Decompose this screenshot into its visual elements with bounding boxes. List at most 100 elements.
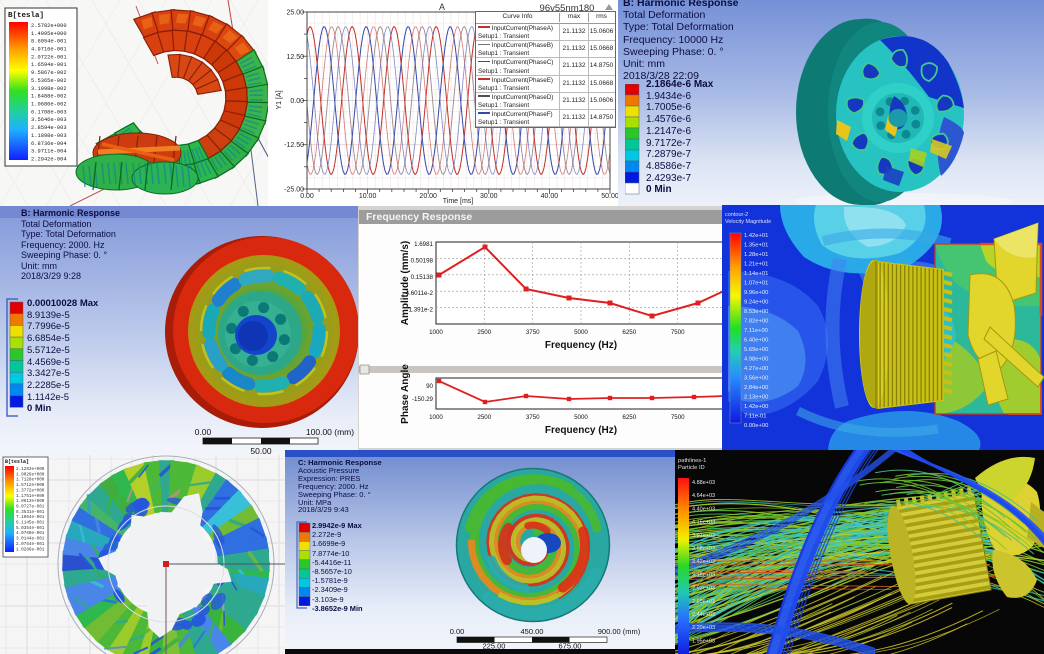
svg-text:3.56e+00: 3.56e+00 [744, 376, 768, 382]
svg-text:1.6981: 1.6981 [414, 241, 433, 248]
svg-text:-12.50: -12.50 [284, 142, 304, 149]
svg-text:3750: 3750 [526, 329, 540, 336]
svg-text:6250: 6250 [622, 329, 636, 336]
svg-text:B[tesla]: B[tesla] [5, 459, 29, 465]
svg-text:20.00: 20.00 [419, 193, 437, 200]
svg-text:2.69e+03: 2.69e+03 [692, 599, 715, 605]
svg-text:3.9711e-004: 3.9711e-004 [31, 149, 67, 155]
svg-text:Amplitude (mm/s): Amplitude (mm/s) [400, 241, 411, 325]
svg-text:2500: 2500 [477, 329, 491, 336]
svg-text:2.1283e+000: 2.1283e+000 [16, 467, 45, 472]
svg-text:4.15e+03: 4.15e+03 [692, 520, 715, 526]
svg-text:7.11e+00: 7.11e+00 [744, 328, 768, 334]
svg-text:1.7128e+000: 1.7128e+000 [16, 478, 45, 483]
svg-text:1.07e+01: 1.07e+01 [744, 281, 768, 287]
svg-text:6.40e+00: 6.40e+00 [744, 338, 768, 344]
svg-text:1.5712e+000: 1.5712e+000 [16, 483, 45, 488]
svg-text:1.28e+01: 1.28e+01 [744, 252, 768, 258]
svg-text:25.00: 25.00 [286, 10, 304, 17]
svg-text:Y1 [A]: Y1 [A] [276, 90, 283, 109]
svg-text:50.00: 50.00 [250, 446, 272, 455]
svg-text:0.00: 0.00 [195, 427, 212, 437]
svg-text:5000: 5000 [574, 329, 588, 336]
svg-text:1.0286e-001: 1.0286e-001 [16, 547, 45, 552]
svg-text:4.27e+00: 4.27e+00 [744, 366, 768, 372]
svg-text:5.69e+00: 5.69e+00 [744, 347, 768, 353]
svg-text:5.5365e-002: 5.5365e-002 [31, 78, 67, 84]
svg-text:5.0354e-001: 5.0354e-001 [16, 526, 45, 531]
svg-text:6.8736e-004: 6.8736e-004 [31, 141, 67, 147]
svg-text:Velocity Magnitude: Velocity Magnitude [725, 219, 771, 225]
svg-text:3.91e+03: 3.91e+03 [692, 533, 715, 539]
svg-text:2.5782e+000: 2.5782e+000 [31, 23, 67, 29]
svg-text:contour-2: contour-2 [725, 212, 748, 218]
svg-text:1.42e+00: 1.42e+00 [744, 404, 768, 410]
svg-text:96v55nm180: 96v55nm180 [540, 3, 595, 14]
svg-text:3.5646e-003: 3.5646e-003 [31, 117, 67, 123]
svg-text:8.53e+00: 8.53e+00 [744, 309, 768, 315]
svg-text:0.15138: 0.15138 [411, 274, 434, 281]
svg-text:1.3772e+000: 1.3772e+000 [16, 488, 45, 493]
svg-text:8.3531e-001: 8.3531e-001 [16, 510, 45, 515]
svg-text:7.11e-01: 7.11e-01 [744, 414, 766, 420]
svg-text:Phase Angle: Phase Angle [400, 364, 411, 424]
svg-text:1.95e+03: 1.95e+03 [692, 638, 715, 644]
svg-text:3.42e+03: 3.42e+03 [692, 559, 715, 565]
svg-text:2.0754e-001: 2.0754e-001 [16, 542, 45, 547]
svg-text:6250: 6250 [622, 414, 636, 421]
svg-text:-150.29: -150.29 [412, 396, 434, 403]
svg-text:4.40e+03: 4.40e+03 [692, 506, 715, 512]
svg-text:1.0680e-002: 1.0680e-002 [31, 102, 67, 108]
svg-text:3.66e+03: 3.66e+03 [692, 546, 715, 552]
svg-text:1.4095e+000: 1.4095e+000 [31, 31, 67, 37]
svg-text:1.0613e+000: 1.0613e+000 [16, 499, 45, 504]
svg-text:1.1751e+000: 1.1751e+000 [16, 494, 45, 499]
svg-text:1.9026e+000: 1.9026e+000 [16, 472, 45, 477]
svg-text:1.14e+01: 1.14e+01 [744, 271, 768, 277]
svg-text:1.35e+01: 1.35e+01 [744, 243, 768, 249]
svg-text:4.9716e-001: 4.9716e-001 [31, 47, 67, 53]
svg-text:B[tesla]: B[tesla] [8, 12, 44, 20]
svg-text:4.6011e-2: 4.6011e-2 [406, 290, 434, 297]
svg-text:2500: 2500 [477, 414, 491, 421]
svg-text:40.00: 40.00 [541, 193, 559, 200]
svg-text:5000: 5000 [574, 414, 588, 421]
svg-text:9.0727e-001: 9.0727e-001 [16, 504, 45, 509]
svg-text:2.44e+03: 2.44e+03 [692, 612, 715, 618]
svg-text:3.1998e-002: 3.1998e-002 [31, 86, 67, 92]
svg-text:1.6594e-001: 1.6594e-001 [31, 62, 67, 68]
svg-text:0.00: 0.00 [450, 627, 465, 636]
svg-text:9.24e+00: 9.24e+00 [744, 300, 768, 306]
svg-text:0.00e+00: 0.00e+00 [744, 423, 768, 429]
svg-text:4.64e+03: 4.64e+03 [692, 493, 715, 499]
svg-text:7.82e+00: 7.82e+00 [744, 319, 768, 325]
svg-text:3750: 3750 [526, 414, 540, 421]
svg-text:4.98e+00: 4.98e+00 [744, 357, 768, 363]
svg-text:4.88e+03: 4.88e+03 [692, 480, 715, 486]
svg-text:2.84e+00: 2.84e+00 [744, 385, 768, 391]
svg-text:2.2942e-004: 2.2942e-004 [31, 156, 67, 162]
svg-text:3.0144e-001: 3.0144e-001 [16, 537, 45, 542]
svg-text:0.50198: 0.50198 [411, 257, 434, 264]
svg-text:2.20e+03: 2.20e+03 [692, 625, 715, 631]
svg-text:1000: 1000 [429, 414, 443, 421]
svg-text:50.00: 50.00 [601, 193, 618, 200]
svg-text:0.00: 0.00 [290, 98, 304, 105]
svg-text:90: 90 [426, 383, 433, 390]
svg-text:225.00: 225.00 [483, 642, 506, 651]
svg-text:pathlines-1: pathlines-1 [678, 458, 706, 464]
svg-text:7500: 7500 [671, 329, 685, 336]
svg-text:Time [ms]: Time [ms] [443, 198, 474, 205]
svg-text:3.18e+03: 3.18e+03 [692, 572, 715, 578]
svg-text:9.96e+00: 9.96e+00 [744, 290, 768, 296]
svg-text:4.0760e-001: 4.0760e-001 [16, 531, 45, 536]
svg-text:A: A [439, 2, 445, 12]
svg-text:1000: 1000 [429, 329, 443, 336]
svg-text:12.50: 12.50 [286, 54, 304, 61]
svg-text:675.00: 675.00 [559, 642, 582, 651]
svg-text:8.6054e-001: 8.6054e-001 [31, 39, 67, 45]
svg-text:6.1708e-003: 6.1708e-003 [31, 109, 67, 115]
svg-text:1.21e+01: 1.21e+01 [744, 262, 768, 268]
svg-text:1.8488e-002: 1.8488e-002 [31, 94, 67, 100]
svg-text:Particle ID: Particle ID [678, 465, 705, 471]
